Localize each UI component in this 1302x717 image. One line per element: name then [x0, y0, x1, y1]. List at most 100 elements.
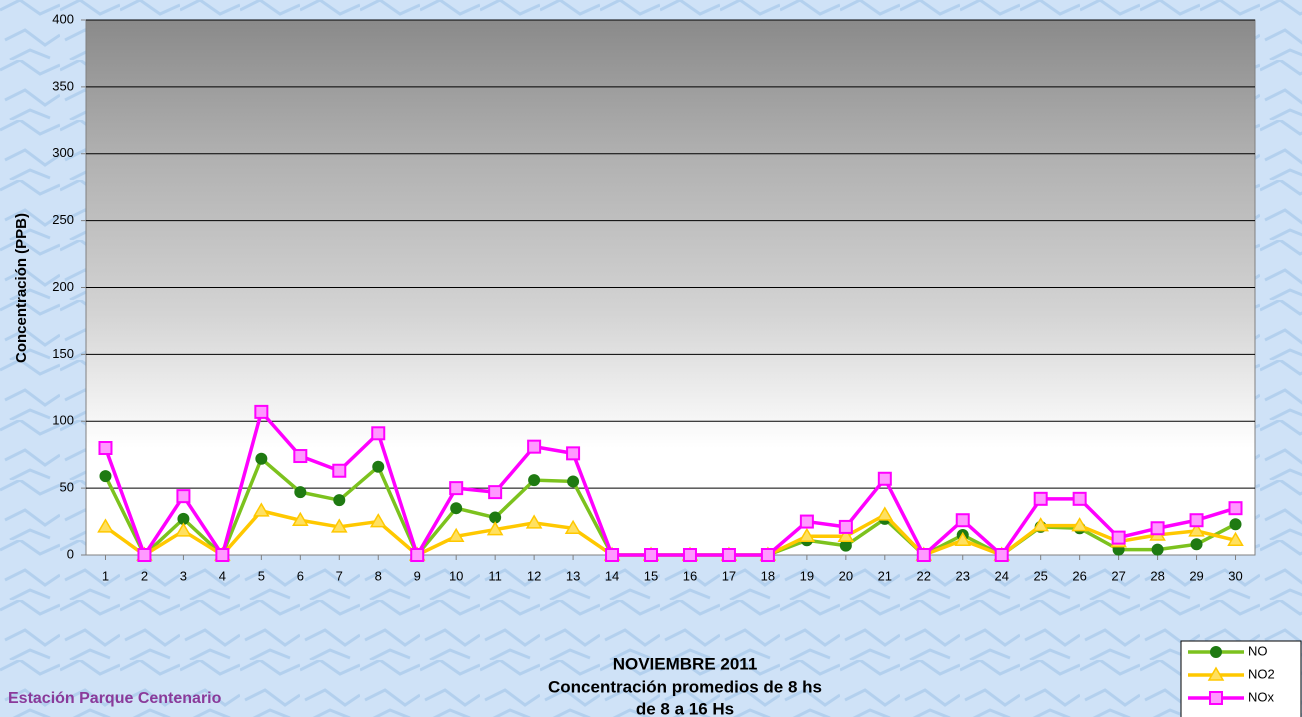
data-point: [450, 502, 463, 515]
x-tick-label: 24: [994, 568, 1008, 583]
y-axis-label: Concentración (PPB): [13, 213, 30, 363]
data-point: [410, 548, 425, 562]
data-point: [292, 511, 309, 526]
data-point: [644, 548, 659, 562]
data-point: [876, 506, 894, 521]
data-point: [527, 439, 542, 454]
data-point: [215, 548, 230, 562]
data-point: [916, 548, 931, 562]
x-tick-label: 29: [1189, 568, 1203, 583]
data-point: [254, 404, 269, 419]
data-point: [332, 463, 347, 478]
x-tick-label: 19: [800, 568, 814, 583]
data-point: [721, 548, 736, 562]
legend-marker: [1207, 666, 1225, 681]
data-point: [175, 522, 192, 537]
x-tick-label: 3: [180, 568, 187, 583]
y-tick-label: 400: [52, 11, 74, 26]
data-point: [294, 486, 307, 499]
x-tick-label: 28: [1150, 568, 1164, 583]
chart-subtitle: de 8 a 16 Hs: [636, 699, 734, 717]
y-tick-label: 0: [67, 546, 74, 561]
x-tick-label: 11: [488, 568, 502, 583]
legend-label: NOx: [1248, 689, 1275, 704]
x-tick-label: 21: [878, 568, 892, 583]
legend-marker: [1209, 691, 1223, 705]
data-point: [1150, 521, 1165, 536]
y-tick-label: 200: [52, 279, 74, 294]
data-point: [98, 441, 113, 455]
legend-label: NO2: [1248, 666, 1275, 681]
data-point: [1188, 522, 1205, 537]
data-point: [449, 481, 464, 496]
x-tick-label: 13: [566, 568, 580, 583]
data-point: [567, 475, 580, 488]
data-point: [1190, 538, 1203, 551]
legend-marker: [1210, 646, 1222, 658]
data-point: [955, 513, 970, 528]
data-point: [837, 527, 855, 543]
data-point: [528, 474, 541, 487]
x-tick-label: 26: [1072, 568, 1086, 583]
x-tick-label: 10: [449, 568, 463, 583]
data-point: [566, 446, 581, 461]
data-point: [1228, 501, 1243, 516]
data-point: [877, 471, 892, 486]
data-point: [97, 518, 114, 533]
data-point: [255, 452, 268, 465]
data-point: [253, 502, 270, 517]
x-tick-label: 27: [1111, 568, 1125, 583]
data-point: [994, 548, 1009, 562]
x-tick-label: 8: [375, 568, 382, 583]
chart-subtitle: Concentración promedios de 8 hs: [548, 677, 822, 696]
data-point: [954, 531, 972, 547]
y-tick-label: 300: [52, 145, 74, 160]
data-point: [1072, 491, 1087, 506]
data-point: [564, 519, 582, 534]
x-tick-label: 20: [839, 568, 853, 583]
x-tick-label: 15: [644, 568, 658, 583]
x-tick-label: 9: [414, 568, 421, 583]
x-tick-label: 30: [1228, 568, 1242, 583]
data-point: [798, 527, 816, 543]
data-point: [486, 521, 504, 536]
x-tick-label: 12: [527, 568, 541, 583]
x-tick-label: 16: [683, 568, 697, 583]
data-point: [1227, 531, 1244, 547]
data-point: [1032, 517, 1049, 532]
x-tick-label: 25: [1033, 568, 1047, 583]
data-point: [1111, 530, 1126, 545]
data-point: [371, 426, 386, 441]
x-tick-label: 6: [297, 568, 304, 583]
x-tick-label: 5: [258, 568, 265, 583]
x-tick-label: 23: [956, 568, 970, 583]
data-point: [488, 485, 503, 500]
x-tick-label: 2: [141, 568, 148, 583]
legend-label: NO: [1248, 643, 1268, 658]
x-tick-label: 4: [219, 568, 226, 583]
data-point: [1229, 518, 1242, 531]
data-point: [333, 494, 346, 507]
x-tick-label: 17: [722, 568, 736, 583]
data-point: [760, 548, 775, 562]
y-tick-label: 150: [52, 346, 74, 361]
data-point: [99, 470, 112, 483]
data-point: [605, 548, 620, 562]
data-point: [1033, 491, 1048, 506]
data-point: [525, 514, 543, 529]
station-label: Estación Parque Centenario: [8, 690, 222, 707]
chart-title: NOVIEMBRE 2011: [613, 654, 758, 673]
x-tick-label: 22: [917, 568, 931, 583]
data-point: [682, 548, 697, 562]
x-tick-label: 7: [336, 568, 343, 583]
data-point: [369, 513, 387, 528]
data-point: [330, 518, 348, 533]
data-point: [176, 489, 191, 504]
data-point: [838, 519, 853, 534]
data-point: [1071, 517, 1088, 532]
x-tick-label: 1: [102, 568, 109, 583]
data-point: [137, 548, 152, 562]
y-tick-label: 100: [52, 413, 74, 428]
